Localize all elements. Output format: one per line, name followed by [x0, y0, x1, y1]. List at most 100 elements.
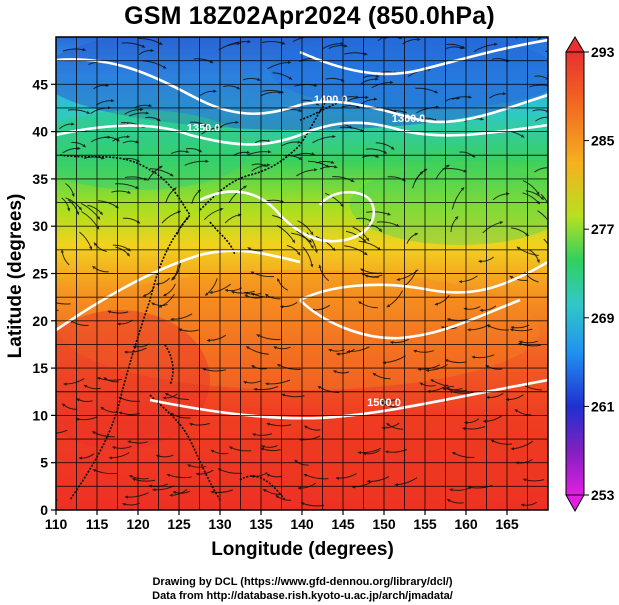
y-tick-label: 30 — [32, 218, 48, 234]
streamline — [111, 190, 132, 194]
streamline — [96, 377, 122, 381]
streamline — [123, 158, 141, 162]
streamline — [543, 238, 548, 246]
streamline — [208, 283, 232, 295]
x-tick-label: 125 — [167, 516, 191, 532]
streamline — [206, 334, 227, 343]
streamline — [195, 469, 214, 476]
streamline — [386, 422, 404, 430]
streamline — [204, 278, 218, 296]
streamline — [467, 323, 490, 332]
streamline — [284, 155, 303, 160]
contour-label: 1350.0 — [187, 123, 221, 135]
streamline — [325, 77, 345, 82]
streamline — [540, 193, 548, 212]
streamline — [357, 301, 378, 309]
streamline — [296, 168, 318, 177]
streamline — [169, 489, 188, 497]
streamline — [184, 159, 209, 166]
streamline — [518, 340, 538, 344]
y-tick-label: 40 — [32, 124, 48, 140]
streamline — [332, 370, 350, 374]
streamline — [95, 99, 115, 106]
streamline — [485, 392, 504, 400]
streamline — [459, 151, 476, 158]
streamline — [430, 379, 455, 388]
streamline — [415, 87, 439, 94]
streamline — [62, 48, 87, 52]
streamline — [451, 186, 465, 210]
streamline — [364, 274, 383, 278]
streamline — [170, 265, 179, 281]
streamline — [93, 83, 110, 90]
streamline — [227, 40, 252, 47]
geopotential-contours — [56, 38, 548, 420]
streamline — [479, 305, 497, 313]
streamline — [122, 140, 140, 144]
streamline — [266, 473, 283, 478]
colorbar-tick-label: 261 — [591, 398, 615, 414]
streamline — [302, 246, 314, 268]
streamline — [61, 403, 78, 410]
streamline — [312, 134, 336, 144]
streamline — [253, 386, 279, 391]
streamline — [246, 150, 272, 156]
streamline — [75, 416, 98, 421]
streamline — [509, 275, 529, 281]
streamline — [517, 342, 541, 347]
streamline — [360, 77, 379, 85]
streamline — [171, 149, 190, 154]
streamline — [59, 122, 75, 130]
streamline — [335, 348, 355, 356]
contour-label: 1400.0 — [314, 94, 348, 106]
streamline — [210, 489, 233, 494]
streamline — [448, 487, 470, 492]
streamline — [128, 475, 149, 480]
colorbar-tick-label: 293 — [591, 44, 615, 60]
streamline — [545, 50, 548, 52]
streamline — [522, 478, 545, 482]
streamline — [150, 168, 174, 177]
colorbar-tick-label: 269 — [591, 310, 615, 326]
streamline — [310, 304, 331, 312]
streamline — [444, 96, 461, 103]
wind-streamlines — [56, 37, 548, 510]
lat-lon-grid — [56, 37, 548, 510]
colorbar: 253 261 269 277 285 293 — [565, 36, 615, 513]
streamline — [67, 199, 80, 216]
streamline — [537, 37, 544, 40]
streamline — [131, 478, 156, 482]
streamline — [446, 43, 466, 49]
streamline — [224, 213, 242, 224]
streamline — [166, 473, 192, 479]
streamline — [426, 384, 448, 393]
streamline — [406, 232, 419, 244]
streamline — [537, 210, 548, 222]
streamline — [324, 192, 344, 208]
streamline — [335, 473, 357, 480]
streamline — [56, 266, 57, 268]
streamline — [260, 447, 281, 452]
streamline — [56, 429, 68, 434]
streamline — [534, 166, 548, 173]
streamline — [371, 80, 394, 89]
streamline — [505, 394, 524, 402]
streamline — [328, 44, 348, 49]
colorbar-top-arrow — [565, 36, 585, 53]
y-tick-label: 25 — [32, 266, 48, 282]
streamline — [358, 240, 382, 251]
streamline — [446, 498, 464, 504]
streamline — [366, 211, 392, 216]
y-axis-label: Latitude (degrees) — [5, 193, 26, 359]
streamline — [514, 409, 532, 416]
y-tick-label: 0 — [40, 502, 48, 518]
streamline — [245, 346, 269, 355]
streamline — [286, 245, 301, 256]
streamline — [251, 364, 268, 370]
streamline — [316, 160, 335, 164]
streamline — [384, 449, 408, 454]
streamline — [91, 265, 109, 273]
colorbar-bottom-arrow — [565, 494, 585, 513]
streamline — [296, 230, 314, 249]
